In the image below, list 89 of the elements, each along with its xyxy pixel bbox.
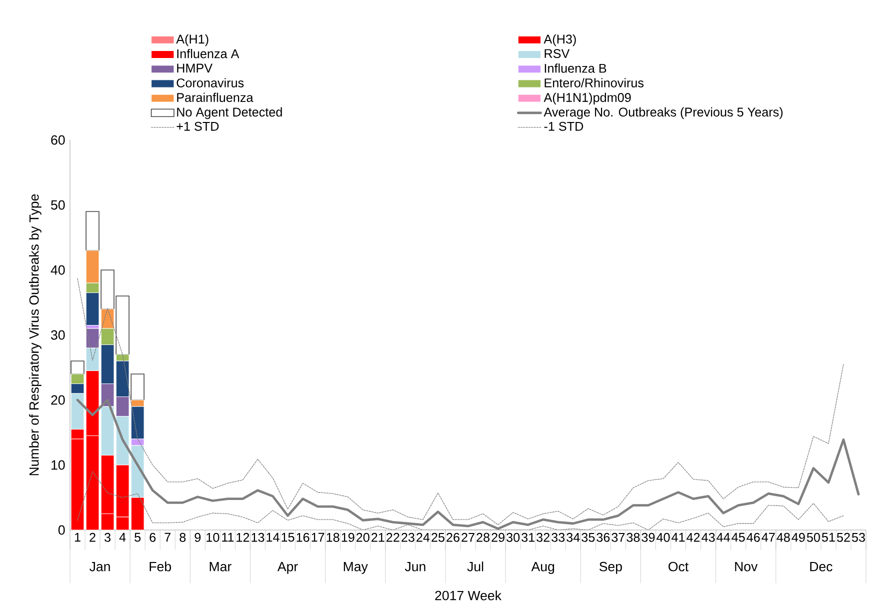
x-tick-label: 17	[312, 532, 324, 542]
legend-label: A(H1N1)pdm09	[544, 92, 631, 104]
x-tick-label: 46	[746, 532, 760, 542]
x-tick-label: 21	[371, 532, 384, 542]
x-tick-label: 16	[296, 532, 310, 542]
x-tick-label: 15	[282, 532, 294, 542]
x-tick-label: 45	[732, 532, 745, 542]
x-tick-label: 3	[104, 532, 110, 542]
x-tick-label: 6	[150, 532, 156, 542]
x-tick-label: 42	[686, 532, 700, 542]
legend-label: -1 STD	[544, 122, 584, 131]
text: Mar	[210, 562, 232, 572]
x-tick-label: 29	[492, 532, 504, 542]
legend-label: +1 STD	[176, 122, 219, 131]
y-tick-label: 10	[52, 460, 65, 470]
legend-label: Parainfluenza	[177, 92, 254, 102]
x-tick-label: 20	[356, 532, 370, 542]
legend-label: Coronavirus	[176, 78, 244, 88]
x-tick-label: 26	[446, 532, 460, 542]
line-series	[77, 278, 844, 526]
x-tick-label: 19	[342, 532, 354, 542]
x-tick-label: 53	[852, 532, 865, 542]
x-tick-label: 8	[180, 532, 186, 542]
x-axis-title: 2017 Week	[435, 590, 502, 600]
text: Sep	[599, 562, 622, 574]
x-tick-label: 47	[762, 532, 775, 542]
x-tick-label: 13	[252, 532, 264, 542]
legend-label: No Agent Detected	[177, 107, 282, 120]
x-tick-label: 23	[402, 532, 414, 542]
x-tick-label: 48	[776, 532, 790, 542]
x-tick-label: 28	[476, 532, 490, 542]
x-tick-label: 14	[266, 532, 280, 542]
x-tick-label: 12	[236, 532, 250, 542]
x-tick-label: 34	[566, 532, 580, 542]
legend-label: A(H3)	[544, 34, 576, 46]
x-tick-label: 35	[582, 532, 595, 542]
legend-label: Influenza B	[544, 64, 606, 73]
x-tick-label: 38	[626, 532, 640, 542]
x-tick-label: 41	[672, 532, 685, 542]
x-tick-label: 1	[74, 532, 80, 542]
x-tick-label: 51	[822, 532, 835, 542]
x-tick-label: 43	[702, 532, 715, 542]
x-tick-label: 7	[164, 532, 171, 542]
x-tick-label: 5	[134, 532, 141, 542]
text: Oct	[668, 562, 689, 572]
legend-label: Average No. Outbreaks (Previous 5 Years)	[544, 107, 783, 120]
x-tick-label: 49	[792, 532, 805, 542]
x-tick-label: 9	[194, 532, 201, 542]
text: Jul	[467, 562, 484, 572]
text: Jun	[404, 562, 426, 572]
x-tick-label: 2	[90, 532, 96, 542]
x-tick-label: 44	[716, 532, 730, 542]
y-tick-label: 50	[51, 200, 65, 210]
text: Dec	[810, 562, 832, 572]
x-tick-label: 33	[552, 532, 565, 542]
x-tick-label: 52	[836, 532, 850, 542]
y-tick-label: 40	[50, 265, 65, 275]
x-tick-label: 18	[326, 532, 340, 542]
legend-label: Influenza A	[177, 48, 240, 58]
legend-label: Entero/Rhinovirus	[544, 78, 644, 88]
x-tick-label: 32	[536, 532, 550, 542]
x-tick-label: 30	[506, 532, 520, 542]
x-tick-label: 36	[596, 532, 610, 542]
legend-label: A(H1)	[176, 34, 208, 46]
legend-label: RSV	[544, 49, 570, 58]
x-tick-label: 25	[432, 532, 444, 542]
text: Jan	[90, 562, 110, 572]
y-tick-label: 30	[51, 330, 65, 340]
text: May	[344, 562, 368, 574]
x-tick-label: 40	[656, 532, 670, 542]
y-tick-label: 20	[51, 395, 65, 405]
text: Feb	[150, 562, 172, 572]
x-tick-label: 27	[462, 532, 474, 542]
x-tick-label: 4	[119, 532, 126, 542]
x-tick-label: 50	[806, 532, 820, 542]
text: Nov	[735, 562, 758, 572]
x-tick-label: 31	[522, 532, 534, 542]
text: Apr	[277, 562, 298, 574]
x-tick-label: 24	[416, 532, 430, 542]
text: Aug	[531, 562, 554, 574]
x-tick-label: 11	[222, 532, 234, 542]
legend-label: HMPV	[177, 64, 213, 72]
x-tick-label: 10	[206, 532, 220, 542]
x-tick-label: 22	[386, 532, 400, 542]
x-tick-label: 37	[612, 532, 625, 542]
y-tick-label: 60	[51, 135, 65, 145]
x-tick-label: 39	[642, 532, 655, 542]
y-axis-title: Number of Respiratory Virus Outbreaks by Type	[29, 194, 42, 476]
y-tick-label: 0	[58, 525, 65, 535]
